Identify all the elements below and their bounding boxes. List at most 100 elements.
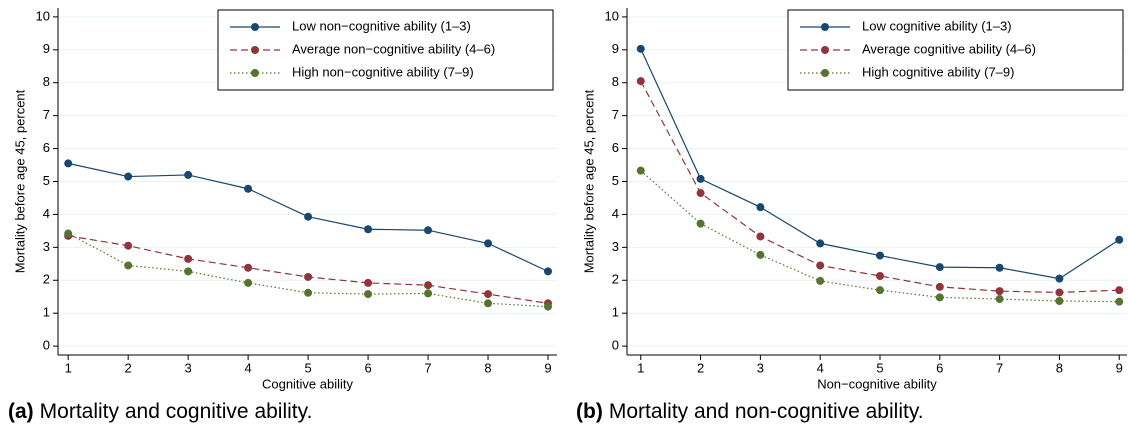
x-tick-label: 8 xyxy=(1056,360,1063,375)
data-point xyxy=(124,172,133,181)
data-point xyxy=(1055,288,1064,297)
data-point xyxy=(935,282,944,291)
legend-marker xyxy=(251,23,259,31)
y-tick-label: 1 xyxy=(612,305,619,320)
caption-label: (b) xyxy=(576,400,603,423)
caption-text: Mortality and non-cognitive ability. xyxy=(609,400,924,423)
data-point xyxy=(424,281,433,290)
data-point xyxy=(484,299,493,308)
y-axis-label: Mortality before age 45, percent xyxy=(12,89,27,273)
data-point xyxy=(756,203,765,212)
y-tick-label: 8 xyxy=(43,74,50,89)
y-tick-label: 0 xyxy=(43,338,50,353)
caption-label: (a) xyxy=(8,400,34,423)
y-tick-label: 7 xyxy=(612,107,619,122)
data-point xyxy=(756,232,765,241)
data-point xyxy=(184,254,193,263)
data-point xyxy=(244,184,253,193)
legend-label: Average non−cognitive ability (4–6) xyxy=(292,41,495,56)
x-tick-label: 2 xyxy=(697,360,704,375)
data-point xyxy=(304,272,313,281)
y-tick-label: 0 xyxy=(612,338,619,353)
x-tick-label: 4 xyxy=(245,360,252,375)
data-point xyxy=(364,290,373,299)
data-point xyxy=(1055,274,1064,283)
x-tick-label: 9 xyxy=(1116,360,1123,375)
data-point xyxy=(1115,235,1124,244)
data-point xyxy=(875,271,884,280)
x-tick-label: 5 xyxy=(876,360,883,375)
data-point xyxy=(544,302,553,311)
data-point xyxy=(636,44,645,53)
caption: (a) Mortality and cognitive ability. xyxy=(8,400,312,423)
x-tick-label: 6 xyxy=(936,360,943,375)
series-line xyxy=(640,80,1120,294)
data-point xyxy=(1115,286,1124,295)
y-tick-label: 2 xyxy=(43,272,50,287)
x-tick-label: 5 xyxy=(304,360,311,375)
caption-text: Mortality and cognitive ability. xyxy=(40,400,313,423)
x-tick-label: 1 xyxy=(65,360,72,375)
legend-marker xyxy=(821,46,829,54)
legend-label: Average cognitive ability (4–6) xyxy=(862,41,1036,56)
y-axis-label: Mortality before age 45, percent xyxy=(581,89,596,273)
data-point xyxy=(124,241,133,250)
y-tick-label: 9 xyxy=(43,41,50,56)
y-tick-label: 4 xyxy=(43,206,50,221)
data-point xyxy=(124,261,133,270)
data-point xyxy=(696,174,705,183)
data-point xyxy=(364,278,373,287)
legend-label: Low non−cognitive ability (1–3) xyxy=(292,18,471,33)
data-point xyxy=(636,166,645,175)
y-tick-label: 10 xyxy=(605,8,619,23)
y-tick-label: 1 xyxy=(43,305,50,320)
data-point xyxy=(1055,297,1064,306)
y-tick-label: 8 xyxy=(612,74,619,89)
legend-box xyxy=(217,9,554,91)
x-tick-label: 9 xyxy=(544,360,551,375)
data-point xyxy=(875,286,884,295)
x-axis-label: Cognitive ability xyxy=(262,376,354,391)
series-line xyxy=(67,232,549,308)
legend-marker xyxy=(821,23,829,31)
y-tick-label: 5 xyxy=(612,173,619,188)
legend: Low non−cognitive ability (1–3) Average n… xyxy=(217,9,554,91)
data-point xyxy=(816,261,825,270)
data-point xyxy=(304,288,313,297)
legend-marker xyxy=(821,69,829,77)
data-point xyxy=(424,226,433,235)
y-tick-label: 5 xyxy=(43,173,50,188)
data-point xyxy=(64,229,73,238)
series-line xyxy=(640,170,1120,303)
y-tick-label: 4 xyxy=(612,206,619,221)
data-point xyxy=(696,219,705,228)
x-tick-label: 2 xyxy=(125,360,132,375)
legend-label: High non−cognitive ability (7–9) xyxy=(292,64,474,79)
x-tick-label: 7 xyxy=(996,360,1003,375)
y-tick-label: 6 xyxy=(612,140,619,155)
y-tick-label: 2 xyxy=(612,272,619,287)
data-point xyxy=(816,276,825,285)
data-point xyxy=(304,212,313,221)
y-tick-label: 10 xyxy=(36,8,50,23)
x-tick-label: 7 xyxy=(424,360,431,375)
data-point xyxy=(244,278,253,287)
x-tick-label: 6 xyxy=(364,360,371,375)
data-point xyxy=(995,287,1004,296)
data-point xyxy=(995,263,1004,272)
x-tick-label: 1 xyxy=(637,360,644,375)
legend-label: High cognitive ability (7–9) xyxy=(862,64,1014,79)
data-point xyxy=(484,290,493,299)
data-point xyxy=(1115,297,1124,306)
data-point xyxy=(816,239,825,248)
data-point xyxy=(184,170,193,179)
data-point xyxy=(64,159,73,168)
y-tick-label: 9 xyxy=(612,41,619,56)
data-point xyxy=(424,289,433,298)
y-tick-label: 6 xyxy=(43,140,50,155)
data-point xyxy=(636,77,645,86)
y-tick-label: 7 xyxy=(43,107,50,122)
legend-marker xyxy=(251,69,259,77)
x-axis-label: Non−cognitive ability xyxy=(817,376,937,391)
